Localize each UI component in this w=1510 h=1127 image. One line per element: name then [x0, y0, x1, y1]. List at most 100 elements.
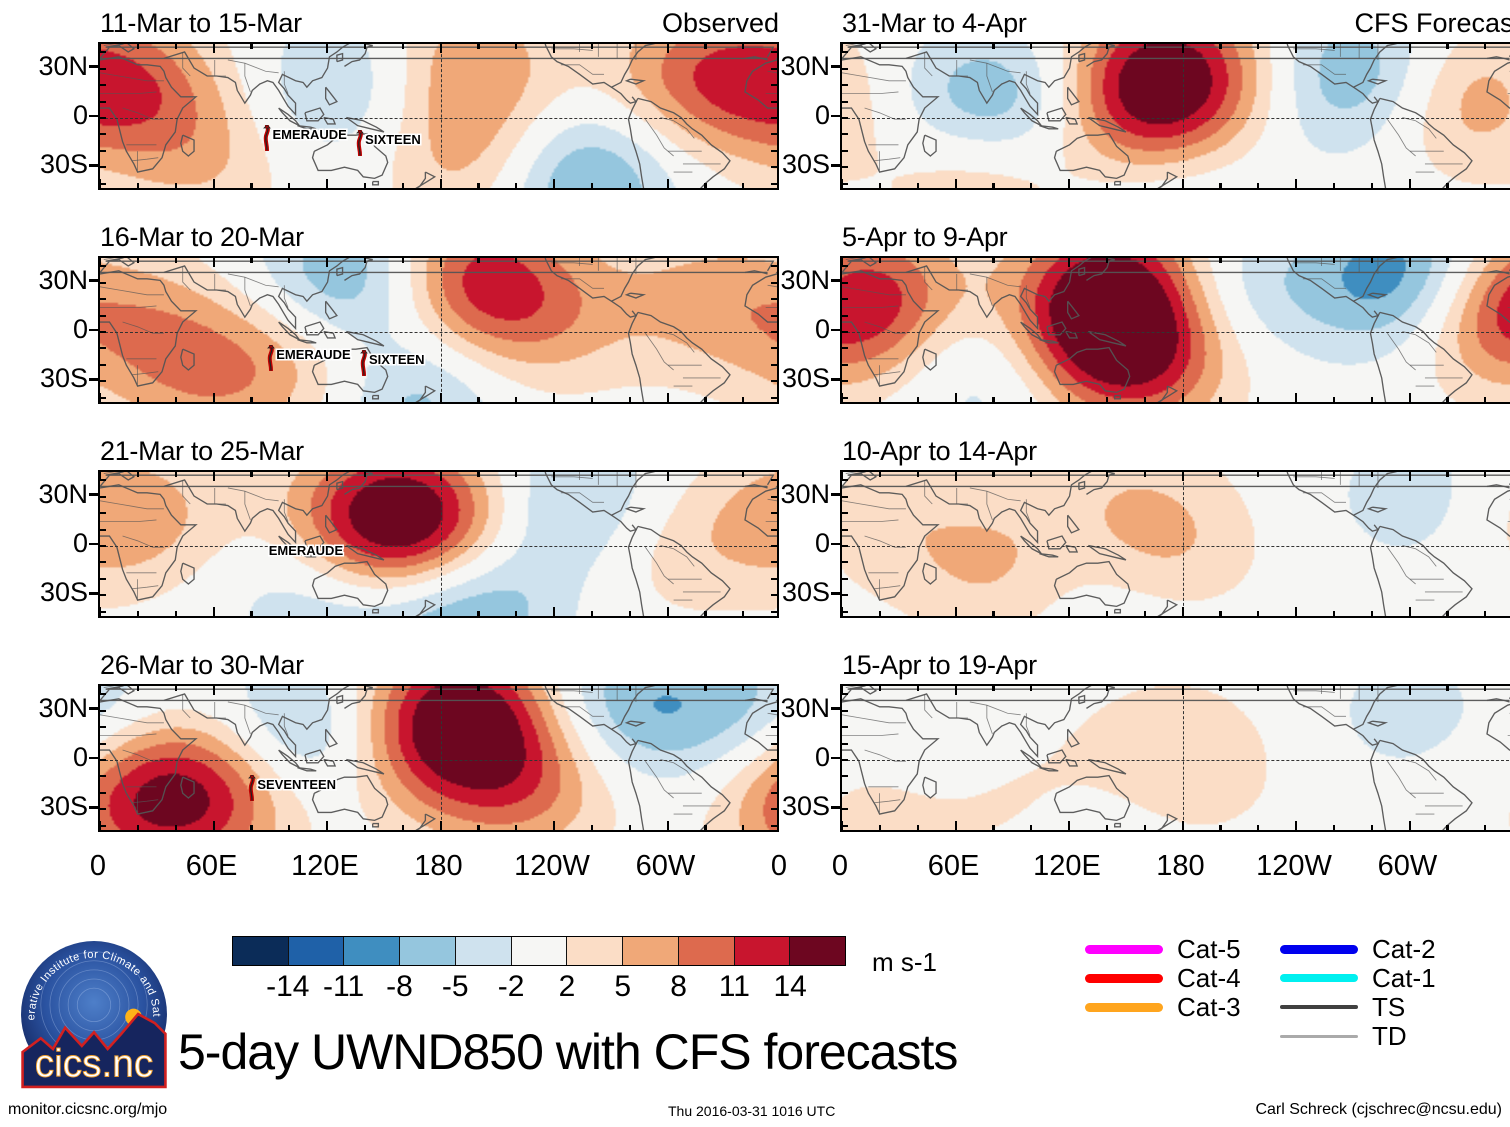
x-axis-tick [1446, 258, 1449, 263]
dateline-line [1182, 686, 1184, 830]
panel-title: 10-Apr to 14-Apr [842, 436, 1037, 466]
y-axis-minor-tick [771, 512, 777, 515]
x-axis-tick [742, 44, 745, 49]
x-axis-tick [1484, 258, 1487, 263]
x-axis-label: 60E [927, 850, 980, 882]
y-axis-minor-tick [100, 182, 106, 185]
x-axis-tick [742, 472, 745, 477]
x-axis-tick [1068, 179, 1071, 188]
y-axis-minor-tick [842, 577, 848, 580]
x-axis-tick [515, 611, 518, 616]
x-axis-tick [1068, 472, 1071, 481]
coastlines [842, 472, 1510, 616]
anomaly-field [100, 472, 777, 616]
y-axis-minor-tick [100, 281, 106, 284]
y-axis-label: 30N [38, 264, 88, 295]
y-axis-minor-tick [842, 281, 848, 284]
x-axis-tick [628, 472, 631, 477]
panel-title: 11-Mar to 15-Mar [100, 8, 302, 38]
x-axis-tick [842, 258, 844, 267]
x-axis-tick [288, 258, 291, 263]
coastlines [842, 258, 1510, 402]
x-axis-tick [553, 179, 556, 188]
y-axis-minor-tick [771, 363, 777, 366]
y-axis-minor-tick [100, 133, 106, 136]
x-axis-tick [1370, 183, 1373, 188]
x-axis-tick [212, 393, 215, 402]
y-axis-tick [831, 756, 840, 760]
storm-label: EMERAUDE [276, 347, 351, 363]
x-axis-tick [590, 472, 594, 477]
x-axis-tick [1030, 472, 1033, 477]
x-axis-label: 120W [514, 850, 590, 882]
x-axis-tick [590, 258, 594, 263]
legend-swatch [1085, 973, 1163, 983]
x-axis-tick [250, 258, 253, 263]
x-axis-tick [1105, 472, 1109, 477]
colorbar-tick-label: -11 [323, 970, 365, 1003]
x-axis-tick [1484, 686, 1487, 691]
x-axis-tick [916, 686, 919, 691]
x-axis-tick [842, 686, 844, 695]
x-axis-tick [1181, 607, 1184, 616]
x-axis-tick [590, 611, 594, 616]
y-axis-minor-tick [100, 808, 106, 811]
x-axis-tick [363, 397, 367, 402]
x-axis-tick [100, 258, 102, 267]
dateline-line [1182, 258, 1184, 402]
x-axis-tick [992, 183, 995, 188]
map-panel: SEVENTEEN [98, 684, 779, 832]
colorbar-tick-label: -2 [497, 970, 525, 1003]
x-axis-tick [1219, 44, 1222, 49]
y-axis-minor-tick [771, 726, 777, 729]
colorbar-bin-0 [233, 937, 289, 965]
x-axis-tick [1408, 472, 1411, 481]
x-axis-tick [174, 183, 177, 188]
x-axis-tick [1219, 686, 1222, 691]
y-axis-minor-tick [771, 759, 777, 761]
dateline-line [440, 44, 442, 188]
x-axis-tick [1030, 183, 1033, 188]
x-axis-label: 0 [89, 850, 107, 882]
x-axis-tick [250, 611, 253, 616]
x-axis-label: 180 [414, 850, 463, 882]
x-axis-tick [477, 397, 480, 402]
x-axis-tick [326, 393, 329, 402]
x-axis-tick [878, 183, 882, 188]
legend-label: TD [1372, 1021, 1407, 1051]
x-axis-tick [439, 607, 442, 616]
colorbar-tick-label: 2 [558, 970, 576, 1003]
x-axis-tick [326, 258, 329, 267]
footer-url[interactable]: monitor.cicsnc.org/mjo [8, 1101, 168, 1118]
x-axis-label: 60W [1377, 850, 1438, 882]
y-axis-minor-tick [771, 577, 777, 580]
x-axis-tick [174, 611, 177, 616]
x-axis-tick [954, 686, 957, 695]
y-axis-minor-tick [842, 759, 848, 761]
colorbar-bin-7 [623, 937, 679, 965]
x-axis-tick [288, 183, 291, 188]
x-axis-tick [1408, 258, 1411, 267]
x-axis-tick [401, 825, 404, 830]
equator-line [842, 546, 1510, 547]
x-axis-tick [704, 258, 707, 263]
storm-track-emeraude [265, 344, 277, 376]
y-axis-minor-tick [842, 265, 848, 268]
equator-line [842, 118, 1510, 119]
x-axis-tick [477, 825, 480, 830]
x-axis-tick [1257, 258, 1260, 263]
colorbar-bin-4 [455, 937, 512, 965]
y-axis-minor-tick [771, 117, 777, 119]
y-axis-label: 30N [38, 478, 88, 509]
colorbar-bin-3 [400, 937, 456, 965]
storm-label: SEVENTEEN [257, 776, 337, 792]
x-axis-tick [842, 607, 844, 616]
legend-swatch [1085, 1002, 1163, 1012]
y-axis-minor-tick [100, 298, 106, 301]
x-axis-tick [1484, 472, 1487, 477]
equator-line [100, 760, 777, 761]
x-axis-label: 60W [635, 850, 696, 882]
x-axis-tick [954, 472, 957, 481]
x-axis-tick [1219, 825, 1222, 830]
x-axis-tick [1030, 825, 1033, 830]
